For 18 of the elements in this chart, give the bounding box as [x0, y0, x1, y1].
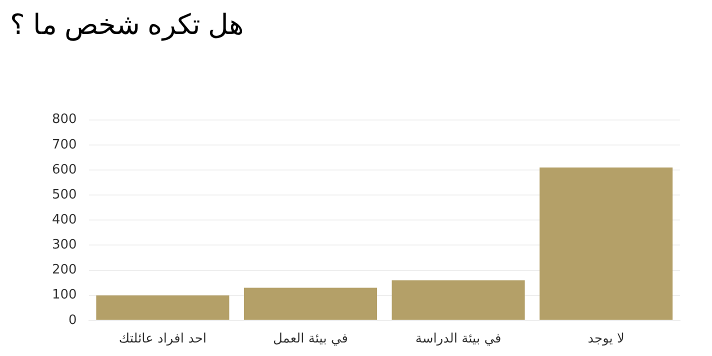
y-tick-label: 100 [52, 288, 77, 303]
x-tick-label: احد افراد عائلتك [118, 332, 207, 347]
bar [540, 167, 673, 320]
chart-title: هل تكره شخص ما ؟ [10, 8, 244, 41]
x-tick-label: في بيئة الدراسة [415, 332, 502, 347]
y-tick-label: 0 [68, 312, 77, 328]
y-tick-label: 400 [52, 212, 77, 228]
y-tick-label: 200 [52, 262, 77, 278]
bar [392, 280, 525, 320]
x-tick-label: لا يوجد [588, 332, 624, 347]
y-tick-label: 700 [52, 137, 77, 152]
bar [96, 295, 230, 320]
y-tick-label: 300 [52, 238, 77, 253]
y-tick-label: 600 [52, 162, 77, 178]
y-tick-label: 800 [52, 112, 77, 128]
x-tick-label: في بيئة العمل [273, 332, 348, 347]
bar [244, 288, 378, 320]
y-tick-label: 500 [52, 187, 77, 202]
